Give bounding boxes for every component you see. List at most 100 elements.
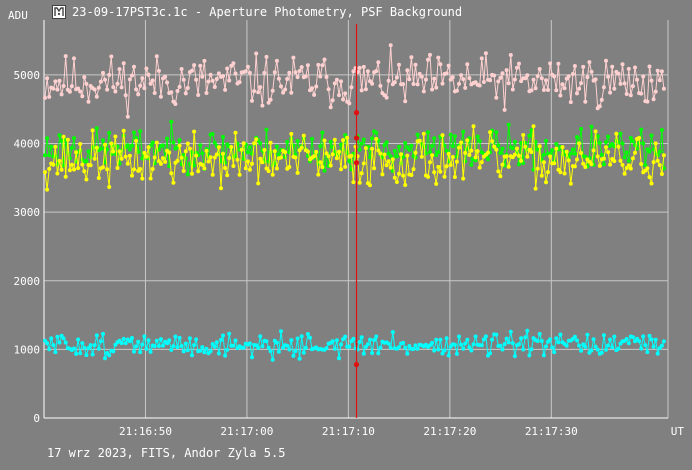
- data-point: [183, 149, 188, 154]
- data-point: [382, 143, 387, 148]
- data-point: [471, 124, 476, 129]
- data-point: [428, 150, 432, 155]
- data-point: [405, 68, 410, 73]
- data-point: [55, 87, 60, 92]
- data-point: [268, 97, 273, 102]
- data-point: [264, 339, 269, 344]
- data-point: [461, 77, 466, 82]
- data-point: [332, 81, 337, 86]
- data-point: [332, 346, 337, 351]
- data-point: [421, 131, 426, 136]
- data-point: [250, 355, 254, 360]
- y-tick-label: 3000: [14, 206, 41, 219]
- data-point: [541, 88, 546, 92]
- data-point: [67, 89, 72, 94]
- data-point: [504, 336, 509, 341]
- data-point: [130, 173, 134, 178]
- data-point: [386, 78, 391, 83]
- data-point: [146, 145, 151, 150]
- data-point: [161, 156, 165, 161]
- data-point: [173, 102, 178, 106]
- data-point: [177, 143, 182, 148]
- data-point: [415, 82, 420, 87]
- data-point: [175, 89, 180, 93]
- data-point: [179, 344, 184, 348]
- data-point: [200, 162, 205, 167]
- data-point: [142, 334, 147, 339]
- data-point: [185, 86, 190, 90]
- data-point: [167, 150, 172, 155]
- data-point: [467, 76, 472, 81]
- data-point: [96, 85, 101, 90]
- data-point: [359, 141, 364, 146]
- data-point: [268, 150, 273, 154]
- data-point: [169, 347, 174, 352]
- data-point: [585, 332, 590, 337]
- data-point: [432, 136, 437, 141]
- data-point: [216, 145, 221, 150]
- data-point: [583, 154, 588, 159]
- data-point: [260, 344, 265, 349]
- data-point: [154, 338, 159, 343]
- data-point: [546, 170, 550, 175]
- data-point: [272, 149, 277, 154]
- data-point: [535, 166, 540, 171]
- data-point: [533, 86, 538, 91]
- data-point: [262, 70, 267, 75]
- data-point: [45, 187, 50, 192]
- data-point: [618, 131, 623, 136]
- data-point: [583, 165, 588, 169]
- data-point: [237, 172, 242, 177]
- data-point: [469, 348, 474, 353]
- data-point: [504, 68, 509, 73]
- data-point: [378, 345, 383, 350]
- data-point: [376, 148, 381, 153]
- data-point: [200, 74, 205, 79]
- data-point: [279, 84, 283, 89]
- data-point: [626, 158, 631, 163]
- data-point: [96, 346, 101, 351]
- data-point: [320, 165, 325, 170]
- data-point: [620, 62, 625, 67]
- data-point: [134, 138, 139, 143]
- data-point: [643, 343, 648, 348]
- data-point: [88, 163, 93, 168]
- data-point: [256, 90, 261, 95]
- data-point: [221, 134, 225, 139]
- data-point: [442, 348, 447, 353]
- data-point: [281, 90, 286, 95]
- data-point: [641, 74, 646, 79]
- data-point: [287, 165, 292, 169]
- data-point: [463, 341, 468, 346]
- data-point: [171, 140, 176, 145]
- data-point: [604, 140, 608, 144]
- data-point: [63, 174, 68, 179]
- data-point: [65, 137, 70, 142]
- data-point: [440, 133, 445, 138]
- data-point: [479, 160, 484, 165]
- data-point: [318, 74, 323, 79]
- data-point: [504, 154, 509, 159]
- data-point: [127, 77, 132, 82]
- data-point: [223, 166, 228, 170]
- data-point: [380, 155, 385, 160]
- data-point: [330, 98, 335, 103]
- data-point: [289, 131, 294, 136]
- data-point: [649, 133, 654, 138]
- data-point: [308, 335, 312, 340]
- data-point: [452, 134, 457, 139]
- data-point: [577, 86, 582, 91]
- data-point: [481, 80, 486, 84]
- data-point: [227, 78, 232, 83]
- cursor-marker: [353, 110, 360, 116]
- data-point: [130, 143, 134, 148]
- data-point: [568, 181, 573, 186]
- data-point: [577, 343, 582, 348]
- data-point: [262, 148, 267, 152]
- data-point: [57, 340, 62, 345]
- data-point: [628, 93, 633, 98]
- data-point: [647, 175, 652, 180]
- data-point: [276, 76, 281, 81]
